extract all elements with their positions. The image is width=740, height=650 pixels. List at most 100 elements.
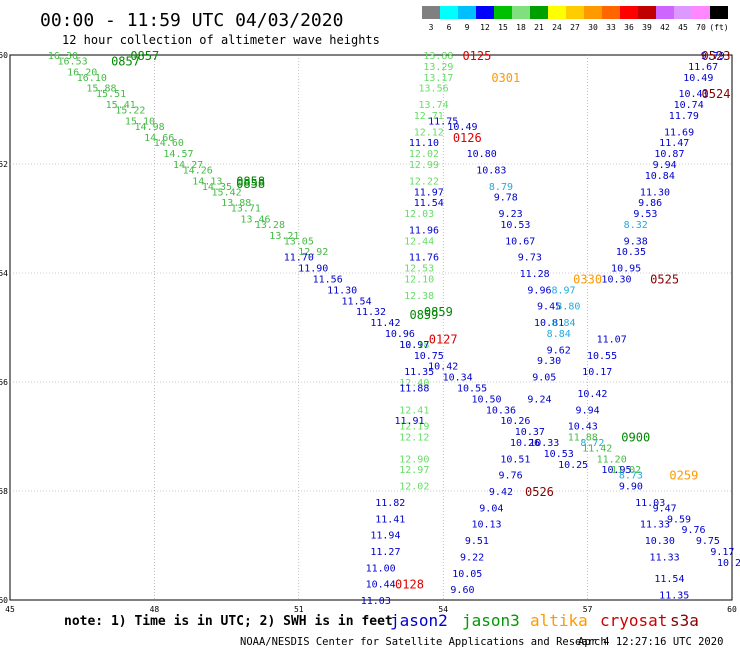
- plot-border: [9, 54, 733, 601]
- swh-value-label: 10.74: [674, 100, 704, 111]
- footer-timestamp: Apr 4 12:27:16 UTC 2020: [578, 636, 723, 648]
- swh-value-label: 9.79: [701, 51, 725, 62]
- swh-value-label: 9.47: [653, 503, 677, 514]
- swh-value-label: 11.91: [394, 416, 424, 427]
- swh-value-label: 15.22: [115, 106, 145, 117]
- swh-value-label: 10.67: [505, 236, 535, 247]
- swh-value-label: 15.51: [96, 89, 126, 100]
- swh-value-label: 10.55: [457, 383, 487, 394]
- colorbar-tick-label: 12: [480, 23, 490, 32]
- y-tick-label: -58: [0, 487, 8, 496]
- swh-value-label: 8.79: [489, 182, 513, 193]
- swh-value-label: 10.25: [558, 460, 588, 471]
- swh-value-label: 10.05: [452, 569, 482, 580]
- swh-value-label: 8.32: [624, 220, 648, 231]
- swh-value-label: 12.22: [409, 176, 439, 187]
- swh-value-label: 12.12: [414, 127, 444, 138]
- swh-value-label: 11.20: [597, 454, 627, 465]
- swh-value-label: 13.88: [221, 198, 251, 209]
- pass-time-label: 0126: [453, 131, 482, 145]
- swh-value-label: 16.10: [77, 73, 107, 84]
- swh-value-label: 14.98: [135, 122, 165, 133]
- swh-value-label: 11.54: [654, 574, 684, 585]
- pass-time-label: 0259: [669, 469, 698, 483]
- colorbar-swatch: [656, 6, 674, 19]
- swh-value-label: 14.57: [163, 149, 193, 160]
- legend: jason2 jason3 altika cryosat s3a: [390, 611, 699, 630]
- swh-value-label: 11.35: [659, 591, 689, 602]
- swh-value-label: 10.42: [577, 389, 607, 400]
- swh-value-label: 14.26: [183, 165, 213, 176]
- swh-value-label: 14.35: [202, 182, 232, 193]
- swh-value-label: 11.42: [370, 318, 400, 329]
- swh-value-label: 12.02: [399, 482, 429, 493]
- swh-value-label: 11.33: [640, 520, 670, 531]
- swh-value-label: 9.73: [518, 253, 542, 264]
- swh-value-label: 12.18: [399, 340, 429, 351]
- x-tick-label: 57: [583, 605, 593, 614]
- swh-value-label: 11.76: [409, 253, 439, 264]
- swh-value-label: 9.78: [494, 193, 518, 204]
- swh-value-label: 10.26: [510, 438, 540, 449]
- swh-value-label: 10.49: [447, 122, 477, 133]
- swh-value-label: 11.69: [664, 127, 694, 138]
- swh-value-label: 12.40: [399, 378, 429, 389]
- colorbar-swatch: [530, 6, 548, 19]
- data-points: 16.3016.5316.2016.1015.8815.5115.4115.22…: [48, 51, 740, 607]
- swh-value-label: 11.90: [298, 264, 328, 275]
- swh-value-label: 12.03: [404, 209, 434, 220]
- swh-value-label: 11.27: [370, 547, 400, 558]
- pass-time-label: 0526: [525, 485, 554, 499]
- swh-value-label: 10.44: [366, 580, 396, 591]
- colorbar-tick-label: 24: [552, 23, 562, 32]
- swh-value-label: 12.38: [404, 291, 434, 302]
- swh-value-label: 10.87: [654, 149, 684, 160]
- colorbar-swatch: [494, 6, 512, 19]
- swh-value-label: 12.90: [399, 454, 429, 465]
- swh-value-label: 9.94: [576, 405, 600, 416]
- y-tick-label: -56: [0, 378, 8, 387]
- x-tick-label: 48: [150, 605, 160, 614]
- swh-value-label: 11.54: [414, 198, 444, 209]
- swh-value-label: 16.53: [58, 56, 88, 67]
- swh-value-label: 10.34: [443, 373, 473, 384]
- y-tick-label: -50: [0, 51, 8, 60]
- swh-value-label: 11.02: [611, 465, 641, 476]
- swh-value-label: 11.67: [688, 62, 718, 73]
- swh-value-label: 12.99: [409, 160, 439, 171]
- swh-value-label: 11.32: [356, 307, 386, 318]
- swh-value-label: 14.13: [192, 176, 222, 187]
- colorbar-swatch: [422, 6, 440, 19]
- swh-value-label: 9.94: [653, 160, 677, 171]
- swh-value-label: 10.35: [616, 247, 646, 258]
- swh-value-label: 10.30: [645, 536, 675, 547]
- swh-value-label: 11.00: [366, 563, 396, 574]
- swh-value-label: 10.96: [385, 329, 415, 340]
- swh-value-label: 8.72: [580, 438, 604, 449]
- swh-value-label: 12.71: [414, 111, 444, 122]
- swh-value-label: 12.19: [399, 422, 429, 433]
- swh-value-label: 9.24: [527, 394, 551, 405]
- swh-value-label: 11.54: [342, 296, 372, 307]
- pass-time-label: 0859: [409, 308, 438, 322]
- grid: [10, 55, 732, 600]
- legend-entry-jason2: jason2: [390, 611, 448, 630]
- chart-subtitle: 12 hour collection of altimeter wave hei…: [62, 33, 380, 47]
- swh-value-label: 14.60: [154, 138, 184, 149]
- swh-value-label: 8.84: [551, 318, 575, 329]
- pass-time-label: 0301: [491, 71, 520, 85]
- swh-value-label: 10.84: [645, 171, 675, 182]
- swh-value-label: 13.17: [423, 73, 453, 84]
- swh-value-label: 11.96: [409, 225, 439, 236]
- legend-entry-cryosat: cryosat: [600, 611, 667, 630]
- swh-value-label: 13.56: [419, 84, 449, 95]
- footer-credit: NOAA/NESDIS Center for Satellite Applica…: [240, 636, 607, 648]
- swh-value-label: 10.95: [601, 465, 631, 476]
- swh-value-label: 12.10: [404, 274, 434, 285]
- footer-note: note: 1) Time is in UTC; 2) SWH is in fe…: [64, 614, 393, 629]
- colorbar-swatch: [512, 6, 530, 19]
- swh-value-label: 10.80: [467, 149, 497, 160]
- y-tick-label: -60: [0, 596, 8, 605]
- swh-value-label: 12.02: [409, 149, 439, 160]
- swh-value-label: 11.30: [640, 187, 670, 198]
